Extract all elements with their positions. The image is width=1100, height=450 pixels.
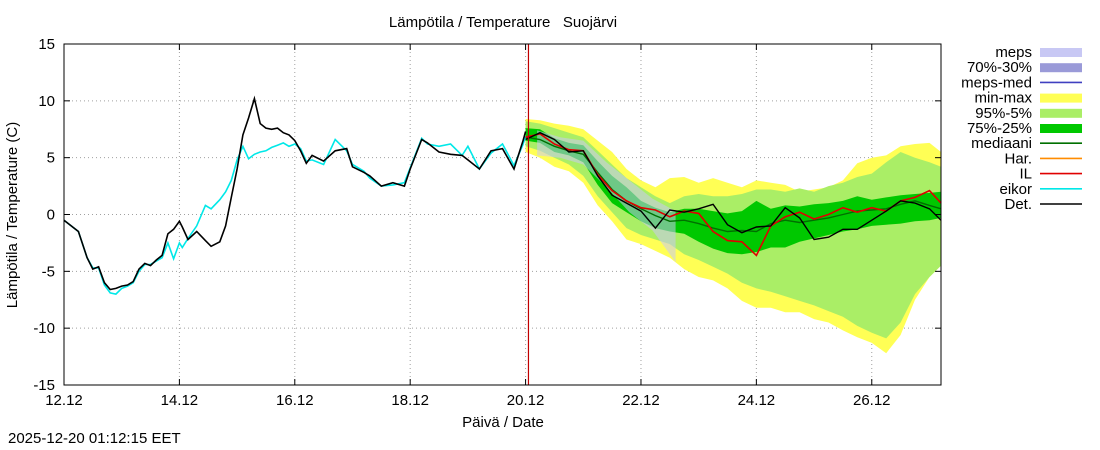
series-det-forecast bbox=[525, 131, 942, 241]
x-tick-label: 14.12 bbox=[161, 392, 199, 409]
y-tick-label: -10 bbox=[33, 320, 55, 337]
y-tick-label: 0 bbox=[47, 207, 55, 224]
x-tick-label: 24.12 bbox=[738, 392, 776, 409]
legend-label: eikor bbox=[999, 181, 1032, 198]
legend-swatch bbox=[1040, 124, 1082, 133]
series-det-observed bbox=[63, 95, 527, 291]
legend-label: 95%-5% bbox=[975, 105, 1032, 122]
legend-label: 75%-25% bbox=[967, 120, 1032, 137]
legend-label: Har. bbox=[1004, 150, 1032, 167]
legend-label: IL bbox=[1019, 166, 1032, 183]
x-tick-label: 26.12 bbox=[853, 392, 891, 409]
legend-swatch bbox=[1040, 93, 1082, 103]
y-tick-label: -5 bbox=[42, 263, 55, 280]
legend: meps70%-30%meps-medmin-max95%-5%75%-25%m… bbox=[961, 44, 1082, 213]
series-eikor bbox=[63, 135, 527, 295]
legend-swatch bbox=[1040, 63, 1082, 73]
x-tick-label: 12.12 bbox=[45, 392, 83, 409]
legend-label: meps-med bbox=[961, 74, 1032, 91]
chart-title: Lämpötila / Temperature Suojärvi bbox=[389, 14, 617, 31]
legend-swatch bbox=[1040, 108, 1082, 118]
y-tick-label: -15 bbox=[33, 377, 55, 394]
y-tick-label: 5 bbox=[47, 150, 55, 167]
y-axis-label: Lämpötila / Temperature (C) bbox=[4, 122, 21, 308]
legend-label: Det. bbox=[1004, 196, 1032, 213]
band-meps bbox=[537, 130, 676, 263]
x-tick-label: 18.12 bbox=[391, 392, 429, 409]
x-tick-label: 20.12 bbox=[507, 392, 545, 409]
x-tick-label: 16.12 bbox=[276, 392, 314, 409]
timestamp-footer: 2025-12-20 01:12:15 EET bbox=[8, 430, 181, 447]
y-tick-label: 15 bbox=[38, 36, 55, 53]
legend-label: 70%-30% bbox=[967, 59, 1032, 76]
x-tick-label: 22.12 bbox=[622, 392, 660, 409]
y-tick-label: 10 bbox=[38, 93, 55, 110]
legend-label: min-max bbox=[974, 90, 1032, 107]
legend-swatch bbox=[1040, 48, 1082, 57]
legend-label: mediaani bbox=[971, 135, 1032, 152]
band-75-25 bbox=[525, 128, 941, 255]
x-axis-label: Päivä / Date bbox=[462, 414, 544, 431]
legend-label: meps bbox=[995, 44, 1032, 61]
plot-area: -15 -10 -5 0 5 10 15 12.12 14.12 16.12 18.12 20.12 2… bbox=[33, 36, 942, 409]
